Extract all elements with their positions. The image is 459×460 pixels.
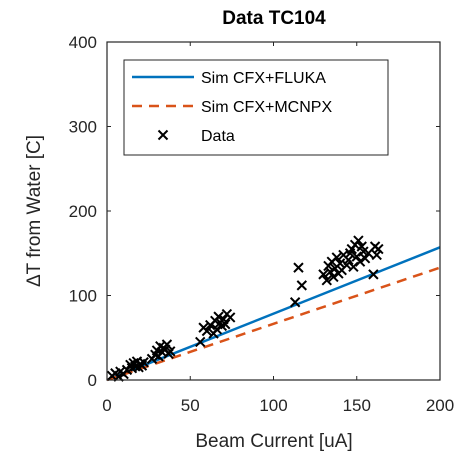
data-point (331, 252, 342, 263)
legend-marker-x (157, 129, 169, 141)
x-tick-label: 150 (343, 396, 371, 415)
data-point (165, 346, 176, 357)
data-point (138, 357, 149, 368)
data-point (353, 235, 364, 246)
data-point (348, 261, 359, 272)
data-point (371, 249, 382, 261)
data-points (106, 235, 384, 382)
data-point (351, 251, 362, 262)
data-point (161, 339, 173, 350)
data-point (296, 280, 308, 291)
data-point (201, 325, 213, 337)
x-tick-label: 0 (102, 396, 111, 415)
y-axis-label: ΔT from Water [C] (24, 135, 45, 287)
data-point (324, 266, 336, 278)
legend-swatch-data (157, 129, 169, 141)
legend: Sim CFX+FLUKA Sim CFX+MCNPX Data (123, 59, 389, 156)
series-line-fluka (106, 246, 441, 382)
x-tick-label: 50 (181, 396, 200, 415)
chart-title: Data TC104 (222, 8, 326, 29)
data-point (354, 256, 366, 267)
data-point (368, 269, 379, 280)
y-tick-label: 100 (69, 287, 97, 306)
x-tick-label: 200 (426, 396, 454, 415)
data-point (293, 262, 304, 273)
data-point (328, 271, 339, 283)
legend-label-data: Data (201, 128, 235, 145)
y-tick-label: 300 (69, 118, 97, 137)
y-tick-label: 0 (88, 371, 97, 390)
data-point (225, 312, 236, 323)
x-tick-label: 100 (259, 396, 287, 415)
data-point (318, 269, 329, 280)
y-axis-ticks: 0 100 200 300 400 (69, 33, 440, 390)
data-point (373, 243, 384, 255)
data-point (195, 336, 206, 348)
legend-label-mcnpx: Sim CFX+MCNPX (201, 99, 332, 116)
y-tick-label: 400 (69, 33, 97, 52)
x-axis-label: Beam Current [uA] (195, 431, 352, 452)
data-point (220, 319, 231, 330)
data-point (289, 297, 301, 308)
legend-label-fluka: Sim CFX+FLUKA (201, 70, 326, 87)
data-point (359, 253, 371, 264)
y-tick-label: 200 (69, 202, 97, 221)
x-axis-ticks: 0 50 100 150 200 (102, 42, 454, 415)
data-point (211, 324, 223, 335)
data-point (321, 275, 332, 286)
